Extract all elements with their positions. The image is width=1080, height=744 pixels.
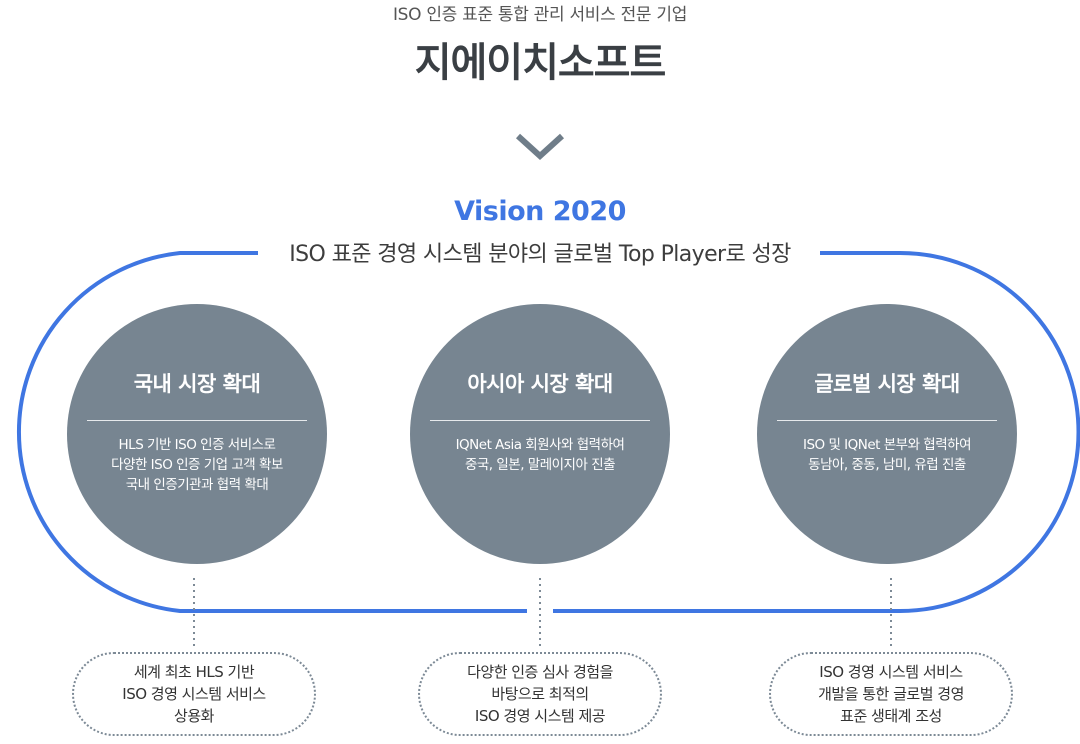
strategy-line: 동남아, 중동, 남미, 유럽 진출 xyxy=(808,457,966,473)
strategy-description: IQNet Asia 회원사와 협력하여 중국, 일본, 말레이지아 진출 xyxy=(410,435,670,475)
vision-title: Vision 2020 xyxy=(454,196,626,227)
frame-right-arc xyxy=(553,251,1080,613)
strategy-line: ISO 및 IQNet 본부와 협력하여 xyxy=(802,437,972,453)
company-name: 지에이치소프트 xyxy=(414,40,667,86)
strategy-line: IQNet Asia 회원사와 협력하여 xyxy=(455,437,625,453)
strategy-description: ISO 및 IQNet 본부와 협력하여 동남아, 중동, 남미, 유럽 진출 xyxy=(757,435,1017,475)
strategy-divider xyxy=(430,420,650,421)
result-line: 세계 최초 HLS 기반 xyxy=(133,663,255,681)
strategy-circle-asia: 아시아 시장 확대 IQNet Asia 회원사와 협력하여 중국, 일본, 말… xyxy=(410,304,670,564)
result-line: 바탕으로 최적의 xyxy=(491,685,589,703)
vision-description: ISO 표준 경영 시스템 분야의 글로벌 Top Player로 성장 xyxy=(289,242,791,267)
strategy-description: HLS 기반 ISO 인증 서비스로 다양한 ISO 인증 기업 고객 확보 국… xyxy=(67,435,327,495)
result-line: 표준 생태계 조성 xyxy=(840,707,942,725)
chevron-down-icon xyxy=(515,133,565,161)
strategy-circle-domestic: 국내 시장 확대 HLS 기반 ISO 인증 서비스로 다양한 ISO 인증 기… xyxy=(67,304,327,564)
strategy-title: 국내 시장 확대 xyxy=(133,372,261,396)
strategy-divider xyxy=(777,420,997,421)
strategy-line: 다양한 ISO 인증 기업 고객 확보 xyxy=(111,457,283,473)
frame-left-arc xyxy=(16,251,527,613)
result-pill-asia: 다양한 인증 심사 경험을 바탕으로 최적의 ISO 경영 시스템 제공 xyxy=(418,652,662,736)
strategy-divider xyxy=(87,420,307,421)
strategy-line: 국내 인증기관과 협력 확대 xyxy=(125,477,269,493)
result-line: ISO 경영 시스템 서비스 xyxy=(819,663,963,681)
strategy-line: HLS 기반 ISO 인증 서비스로 xyxy=(118,437,276,453)
result-line: ISO 경영 시스템 제공 xyxy=(474,707,606,725)
result-line: 개발을 통한 글로벌 경영 xyxy=(818,685,964,703)
result-pill-domestic: 세계 최초 HLS 기반 ISO 경영 시스템 서비스 상용화 xyxy=(72,652,316,736)
company-subtitle: ISO 인증 표준 통합 관리 서비스 전문 기업 xyxy=(392,5,688,25)
result-pill-global: ISO 경영 시스템 서비스 개발을 통한 글로벌 경영 표준 생태계 조성 xyxy=(769,652,1013,736)
strategy-title: 글로벌 시장 확대 xyxy=(814,372,960,396)
result-line: 다양한 인증 심사 경험을 xyxy=(467,663,613,681)
result-line: ISO 경영 시스템 서비스 xyxy=(122,685,266,703)
strategy-circle-global: 글로벌 시장 확대 ISO 및 IQNet 본부와 협력하여 동남아, 중동, … xyxy=(757,304,1017,564)
strategy-line: 중국, 일본, 말레이지아 진출 xyxy=(464,457,616,473)
strategy-title: 아시아 시장 확대 xyxy=(467,372,613,396)
result-line: 상용화 xyxy=(174,707,214,725)
